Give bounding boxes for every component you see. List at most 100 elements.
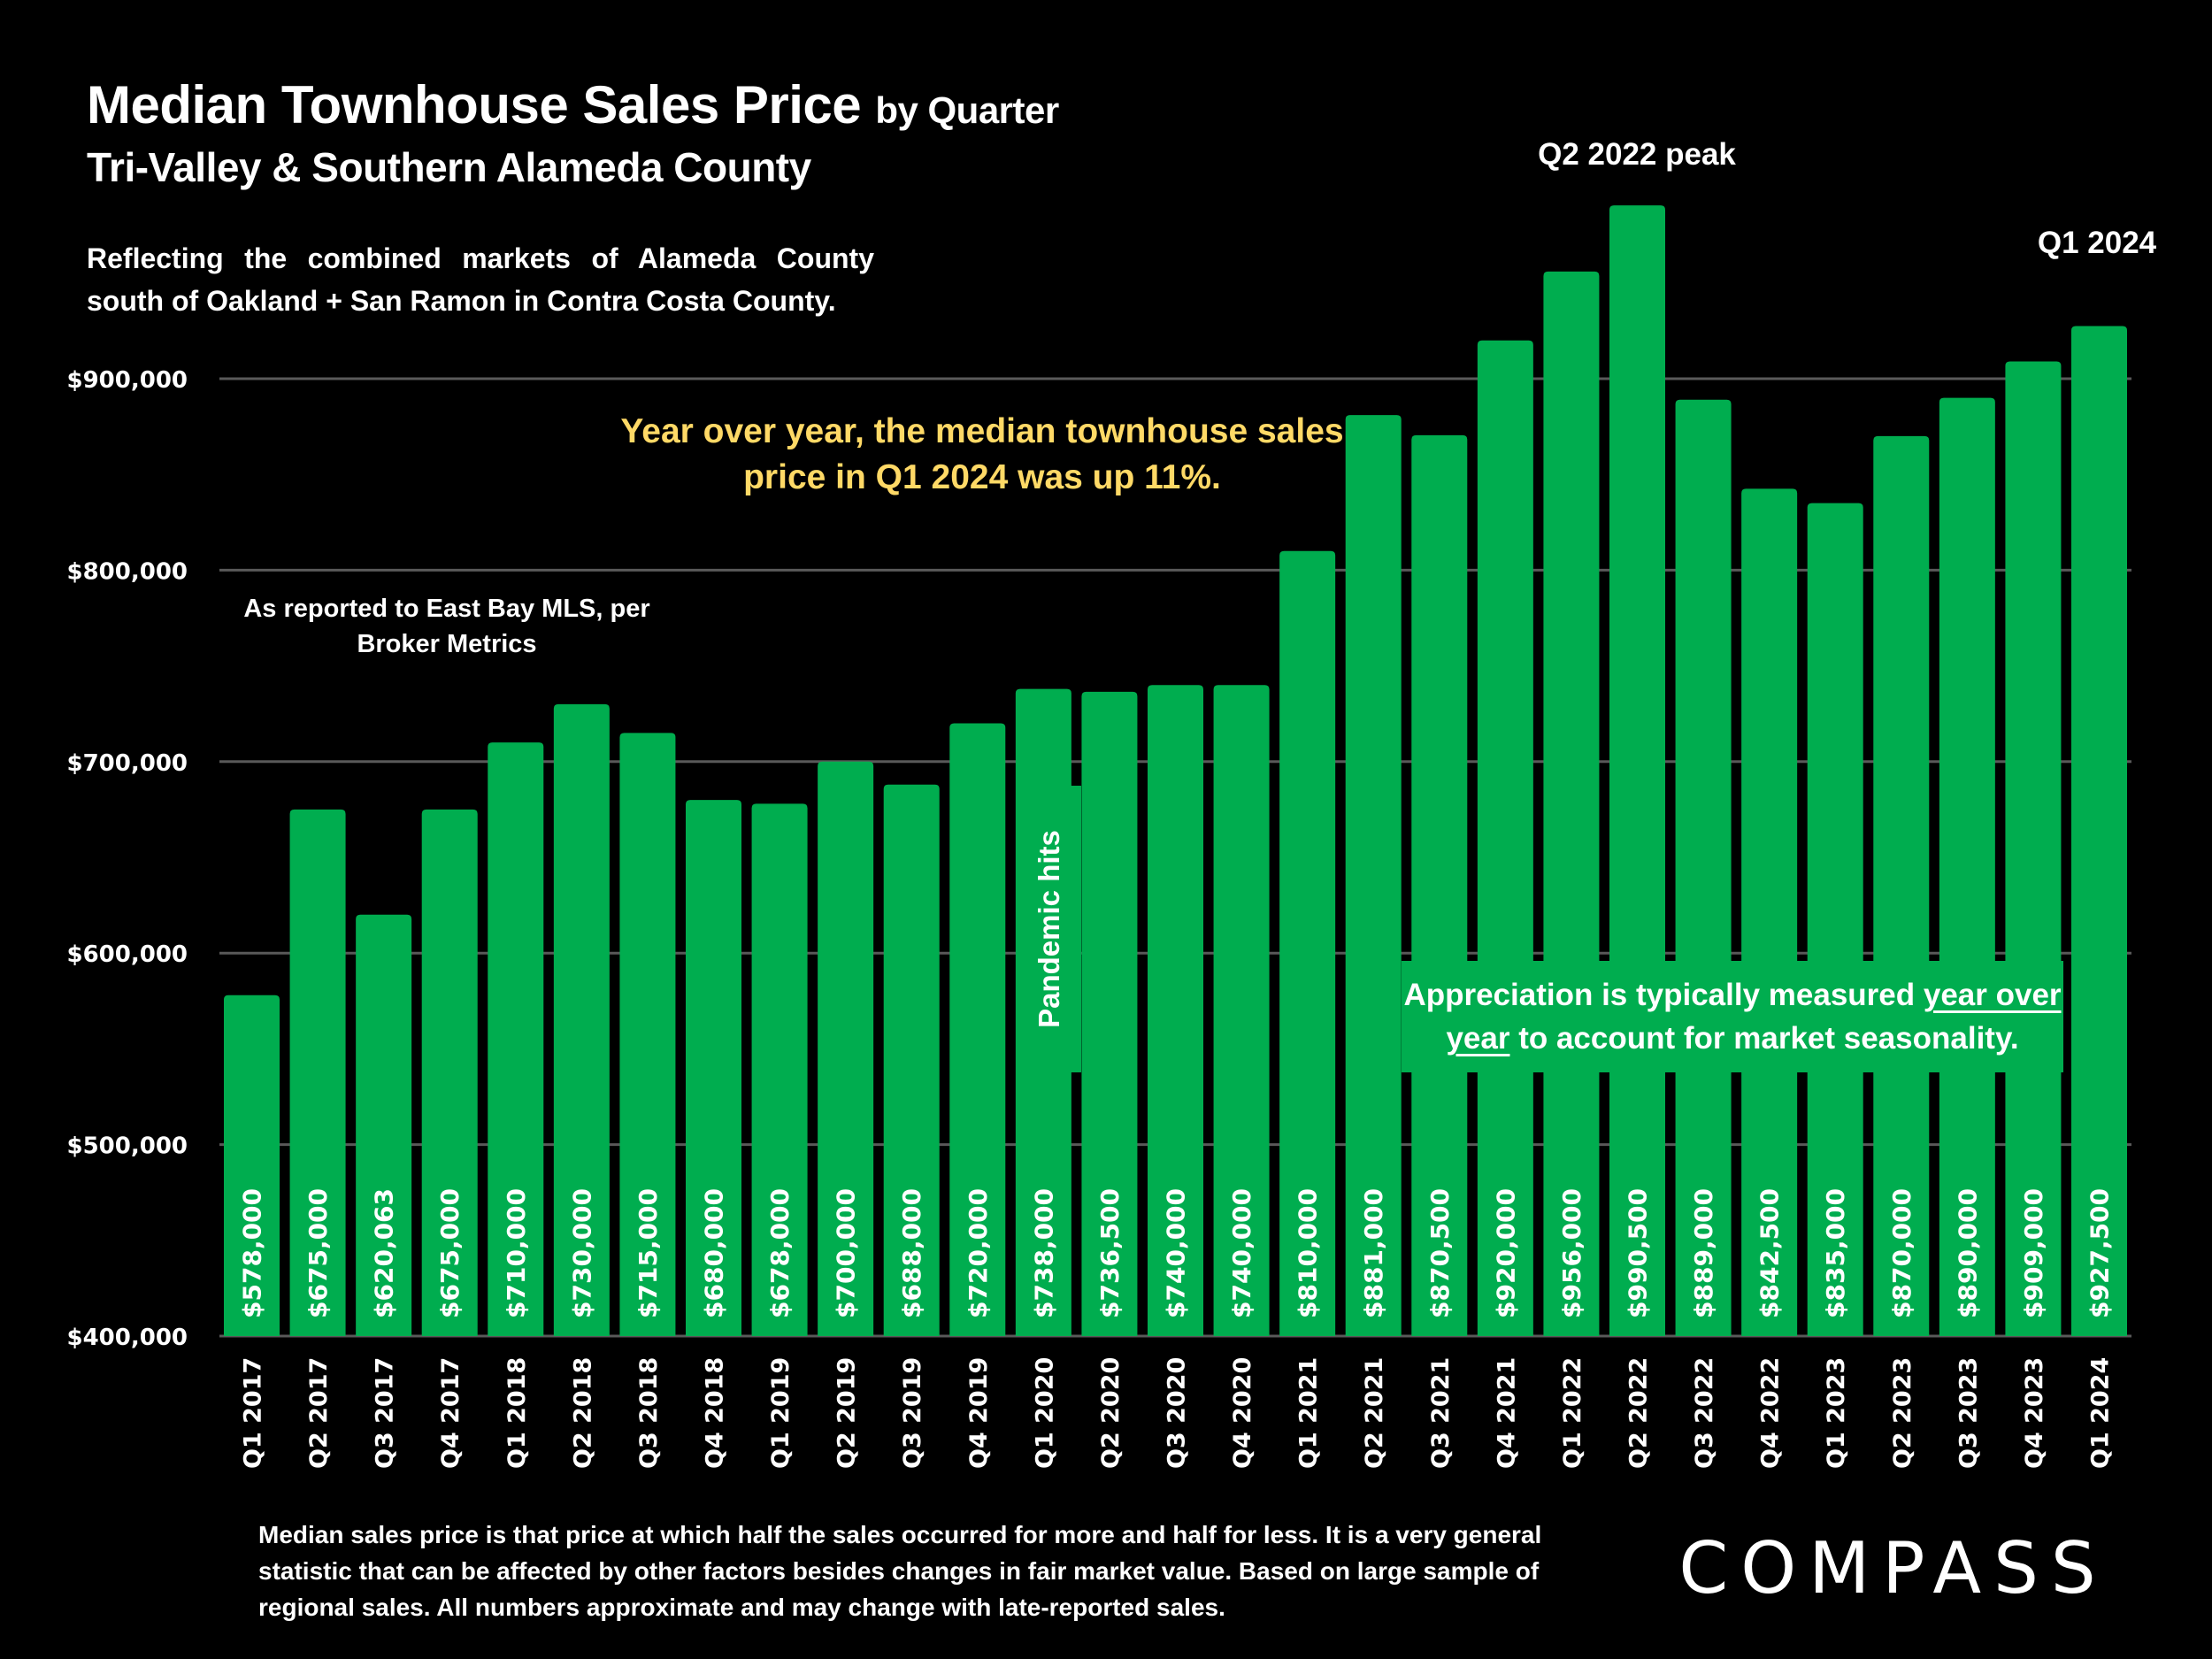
bar-value-label: $730,000	[567, 1188, 596, 1318]
x-tick-label: Q4 2020	[1229, 1357, 1256, 1469]
bar-value-label: $889,000	[1689, 1188, 1718, 1318]
x-tick-label: Q1 2018	[503, 1357, 531, 1469]
x-tick-label: Q1 2023	[1823, 1357, 1850, 1469]
bar-value-label: $990,500	[1624, 1188, 1653, 1318]
bar	[488, 742, 544, 1336]
y-tick-label: $800,000	[66, 558, 188, 585]
x-tick-label: Q3 2018	[635, 1357, 663, 1469]
x-tick-label: Q1 2024	[2087, 1357, 2115, 1469]
x-tick-label: Q1 2019	[767, 1357, 795, 1469]
compass-logo: COMPASS	[1678, 1531, 2108, 1601]
appreciation-underline-2: year	[1446, 1021, 1510, 1056]
appreciation-underline-1: year over	[1923, 978, 2062, 1012]
bar-value-label: $700,000	[832, 1188, 861, 1318]
bar	[1148, 685, 1203, 1336]
x-tick-label: Q2 2017	[305, 1357, 333, 1469]
yoy-callout: Year over year, the median townhouse sal…	[620, 412, 1344, 496]
bar	[224, 995, 280, 1336]
bar-value-label: $578,000	[238, 1188, 267, 1318]
bar-value-label: $870,500	[1425, 1188, 1455, 1318]
bar-value-label: $870,000	[1887, 1188, 1916, 1318]
x-tick-label: Q1 2020	[1031, 1357, 1058, 1469]
title-main: Median Townhouse Sales Price	[87, 75, 862, 134]
pandemic-annotation: Pandemic hits	[1018, 786, 1081, 1072]
x-tick-label: Q2 2021	[1361, 1357, 1388, 1469]
bar	[686, 800, 741, 1336]
bar-value-label: $890,000	[1953, 1188, 1982, 1318]
x-tick-label: Q1 2017	[240, 1357, 267, 1469]
bar-value-label: $881,000	[1359, 1188, 1388, 1318]
bar	[1873, 435, 1930, 1336]
x-tick-label: Q2 2023	[1889, 1357, 1916, 1469]
bar	[1345, 415, 1402, 1337]
bar-value-label: $835,000	[1821, 1188, 1850, 1318]
bar-value-label: $810,000	[1294, 1188, 1323, 1318]
y-tick-label: $900,000	[66, 367, 188, 394]
bar	[1081, 691, 1138, 1336]
pandemic-label: Pandemic hits	[1033, 830, 1065, 1028]
latest-quarter-annotation: Q1 2024	[2037, 226, 2157, 260]
bar-value-label: $710,000	[502, 1188, 531, 1318]
y-tick-label: $400,000	[66, 1325, 188, 1351]
y-axis-ticks: $400,000 $500,000 $600,000 $700,000 $800,000…	[66, 367, 188, 1351]
bar	[1675, 399, 1732, 1337]
appreciation-text-1: Appreciation is typically measured	[1403, 978, 1924, 1012]
bar	[1543, 271, 1600, 1336]
x-tick-label: Q4 2018	[702, 1357, 729, 1469]
bar-value-label: $680,000	[700, 1188, 729, 1318]
bar	[1939, 397, 1995, 1336]
appreciation-note: Appreciation is typically measured year …	[1402, 961, 2063, 1072]
appreciation-text-2: to account for market seasonality.	[1509, 1021, 2019, 1056]
bar	[2005, 361, 2062, 1337]
bar-value-label: $740,000	[1227, 1188, 1256, 1318]
x-tick-label: Q2 2019	[833, 1357, 861, 1469]
bar	[289, 809, 346, 1336]
peak-annotation: Q2 2022 peak	[1538, 137, 1736, 172]
x-tick-label: Q2 2022	[1625, 1357, 1653, 1469]
x-tick-label: Q4 2022	[1757, 1357, 1785, 1469]
bar	[553, 703, 610, 1336]
bar-value-label: $688,000	[897, 1188, 926, 1318]
x-tick-label: Q3 2019	[899, 1357, 926, 1469]
bar-value-label: $715,000	[634, 1188, 663, 1318]
bar-value-label: $736,500	[1095, 1188, 1125, 1318]
title-suffix: by Quarter	[875, 89, 1059, 131]
chart-title: Median Townhouse Sales Price by Quarter	[87, 74, 1059, 135]
bar	[1609, 205, 1665, 1337]
bar	[949, 723, 1006, 1336]
bars	[224, 205, 2127, 1337]
x-tick-label: Q2 2020	[1097, 1357, 1125, 1469]
market-description: Reflecting the combined markets of Alame…	[87, 242, 874, 317]
x-tick-label: Q3 2023	[1955, 1357, 1982, 1469]
footnote: Median sales price is that price at whic…	[258, 1521, 1542, 1621]
bar	[1477, 340, 1533, 1337]
bar-value-label: $620,063	[370, 1188, 399, 1318]
bar	[1741, 488, 1798, 1336]
bar	[751, 803, 808, 1336]
x-tick-label: Q1 2021	[1295, 1357, 1323, 1469]
brand-name: COMPASS	[1678, 1531, 2108, 1601]
x-tick-label: Q4 2023	[2021, 1357, 2048, 1469]
bar-value-label: $738,000	[1029, 1188, 1058, 1318]
bar	[1213, 685, 1270, 1336]
bar	[1411, 434, 1468, 1336]
bar-value-label: $675,000	[435, 1188, 465, 1318]
x-tick-label: Q4 2019	[965, 1357, 993, 1469]
bar	[421, 809, 478, 1336]
bar-value-label: $927,500	[2085, 1188, 2115, 1318]
x-tick-label: Q3 2020	[1164, 1357, 1191, 1469]
y-tick-label: $700,000	[66, 750, 188, 777]
x-tick-label: Q3 2022	[1691, 1357, 1718, 1469]
x-tick-label: Q2 2018	[569, 1357, 596, 1469]
x-tick-label: Q4 2021	[1493, 1357, 1520, 1469]
y-tick-label: $500,000	[66, 1133, 188, 1160]
bar-value-label: $720,000	[964, 1188, 993, 1318]
bar-value-label: $956,000	[1557, 1188, 1586, 1318]
bar	[818, 761, 874, 1336]
x-tick-label: Q3 2017	[372, 1357, 399, 1469]
bar-value-label: $920,000	[1491, 1188, 1520, 1318]
bar	[883, 784, 940, 1336]
bar-value-label: $909,000	[2019, 1188, 2048, 1318]
bar	[1279, 550, 1336, 1336]
bar	[1807, 503, 1863, 1336]
